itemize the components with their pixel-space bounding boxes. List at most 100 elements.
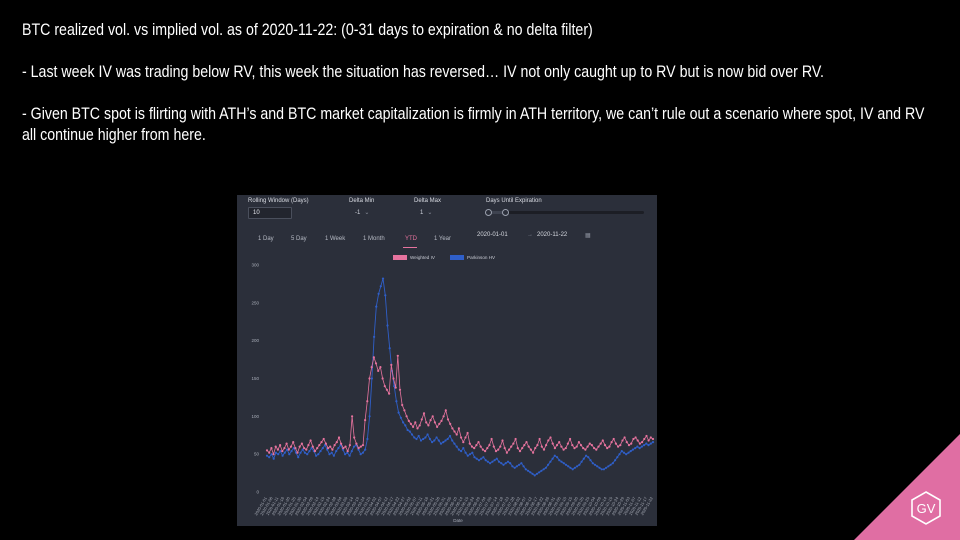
data-point-weighted-iv[interactable] <box>283 447 286 450</box>
data-point-parkinson-hv[interactable] <box>509 462 512 465</box>
data-point-parkinson-hv[interactable] <box>408 430 411 433</box>
data-point-parkinson-hv[interactable] <box>535 472 539 475</box>
data-point-weighted-iv[interactable] <box>597 445 600 448</box>
data-point-parkinson-hv[interactable] <box>634 447 637 450</box>
data-point-parkinson-hv[interactable] <box>415 437 418 441</box>
data-point-parkinson-hv[interactable] <box>370 377 373 380</box>
data-point-parkinson-hv[interactable] <box>538 471 541 474</box>
data-point-weighted-iv[interactable] <box>619 444 622 447</box>
data-point-parkinson-hv[interactable] <box>493 459 496 462</box>
data-point-weighted-iv[interactable] <box>427 424 430 427</box>
data-point-parkinson-hv[interactable] <box>609 463 612 466</box>
data-point-parkinson-hv[interactable] <box>303 451 306 454</box>
data-point-parkinson-hv[interactable] <box>607 465 610 468</box>
range-button-1-day[interactable]: 1 Day <box>258 236 274 242</box>
data-point-parkinson-hv[interactable] <box>533 474 536 477</box>
data-point-weighted-iv[interactable] <box>272 453 275 456</box>
data-point-weighted-iv[interactable] <box>418 424 421 427</box>
data-point-weighted-iv[interactable] <box>381 377 384 380</box>
data-point-parkinson-hv[interactable] <box>647 444 650 447</box>
data-point-weighted-iv[interactable] <box>575 445 578 448</box>
data-point-parkinson-hv[interactable] <box>640 445 643 448</box>
data-point-weighted-iv[interactable] <box>499 445 502 448</box>
data-point-weighted-iv[interactable] <box>560 445 563 448</box>
data-point-parkinson-hv[interactable] <box>404 424 407 427</box>
data-point-weighted-iv[interactable] <box>355 442 358 445</box>
data-point-weighted-iv[interactable] <box>571 444 574 447</box>
data-point-weighted-iv[interactable] <box>636 439 639 442</box>
data-point-weighted-iv[interactable] <box>425 421 428 424</box>
data-point-weighted-iv[interactable] <box>484 450 487 453</box>
data-point-parkinson-hv[interactable] <box>622 451 626 454</box>
data-point-weighted-iv[interactable] <box>497 448 500 451</box>
data-point-weighted-iv[interactable] <box>599 442 602 445</box>
data-point-parkinson-hv[interactable] <box>397 411 400 414</box>
data-point-parkinson-hv[interactable] <box>491 460 494 463</box>
data-point-weighted-iv[interactable] <box>555 444 559 447</box>
data-point-parkinson-hv[interactable] <box>520 462 523 465</box>
data-point-parkinson-hv[interactable] <box>448 434 452 438</box>
data-point-weighted-iv[interactable] <box>466 431 469 435</box>
data-point-parkinson-hv[interactable] <box>578 463 581 466</box>
data-point-parkinson-hv[interactable] <box>562 462 565 465</box>
data-point-parkinson-hv[interactable] <box>386 324 389 327</box>
data-point-parkinson-hv[interactable] <box>477 459 481 462</box>
data-point-weighted-iv[interactable] <box>479 445 482 448</box>
data-point-weighted-iv[interactable] <box>523 444 526 447</box>
data-point-weighted-iv[interactable] <box>536 444 539 447</box>
data-point-weighted-iv[interactable] <box>547 439 550 442</box>
data-point-weighted-iv[interactable] <box>549 436 552 439</box>
data-point-weighted-iv[interactable] <box>603 444 607 447</box>
data-point-weighted-iv[interactable] <box>488 444 491 447</box>
legend-swatch-weighted-iv[interactable] <box>393 255 407 260</box>
data-point-parkinson-hv[interactable] <box>529 471 532 474</box>
data-point-weighted-iv[interactable] <box>468 442 471 445</box>
data-point-weighted-iv[interactable] <box>612 437 615 441</box>
data-point-weighted-iv[interactable] <box>527 445 530 448</box>
data-point-parkinson-hv[interactable] <box>274 451 277 454</box>
range-button-1-week[interactable]: 1 Week <box>325 236 346 242</box>
data-point-weighted-iv[interactable] <box>562 448 565 451</box>
data-point-parkinson-hv[interactable] <box>482 456 485 459</box>
data-point-parkinson-hv[interactable] <box>651 441 655 444</box>
data-point-weighted-iv[interactable] <box>540 445 543 448</box>
data-point-weighted-iv[interactable] <box>416 427 419 430</box>
data-point-weighted-iv[interactable] <box>374 362 378 365</box>
data-point-weighted-iv[interactable] <box>370 366 373 369</box>
data-point-weighted-iv[interactable] <box>566 442 569 445</box>
data-point-parkinson-hv[interactable] <box>361 451 364 454</box>
data-point-parkinson-hv[interactable] <box>308 450 311 453</box>
data-point-weighted-iv[interactable] <box>512 442 515 445</box>
data-point-weighted-iv[interactable] <box>346 450 349 453</box>
data-point-weighted-iv[interactable] <box>534 447 537 450</box>
data-point-weighted-iv[interactable] <box>412 425 415 428</box>
data-point-weighted-iv[interactable] <box>623 436 626 439</box>
data-point-parkinson-hv[interactable] <box>319 450 322 453</box>
data-point-parkinson-hv[interactable] <box>366 437 369 441</box>
data-point-parkinson-hv[interactable] <box>500 462 503 465</box>
data-point-weighted-iv[interactable] <box>379 366 382 369</box>
data-point-weighted-iv[interactable] <box>377 369 380 372</box>
data-point-weighted-iv[interactable] <box>431 415 434 418</box>
data-point-weighted-iv[interactable] <box>584 448 587 451</box>
data-point-weighted-iv[interactable] <box>647 439 650 442</box>
data-point-parkinson-hv[interactable] <box>468 453 472 456</box>
data-point-weighted-iv[interactable] <box>582 447 585 450</box>
data-point-parkinson-hv[interactable] <box>377 292 380 295</box>
data-point-parkinson-hv[interactable] <box>457 448 460 451</box>
data-point-parkinson-hv[interactable] <box>544 466 547 469</box>
data-point-weighted-iv[interactable] <box>268 451 271 454</box>
data-point-parkinson-hv[interactable] <box>547 463 550 466</box>
data-point-weighted-iv[interactable] <box>300 442 303 445</box>
data-point-weighted-iv[interactable] <box>641 441 644 444</box>
data-point-weighted-iv[interactable] <box>632 437 635 441</box>
data-point-parkinson-hv[interactable] <box>381 277 385 280</box>
data-point-weighted-iv[interactable] <box>610 441 613 444</box>
data-point-weighted-iv[interactable] <box>630 442 633 445</box>
data-point-weighted-iv[interactable] <box>311 445 314 448</box>
legend-parkinson-hv[interactable]: Parkinson HV <box>467 255 496 260</box>
data-point-parkinson-hv[interactable] <box>636 445 639 448</box>
data-point-weighted-iv[interactable] <box>643 437 646 441</box>
data-point-weighted-iv[interactable] <box>470 445 474 448</box>
data-point-parkinson-hv[interactable] <box>571 468 574 471</box>
